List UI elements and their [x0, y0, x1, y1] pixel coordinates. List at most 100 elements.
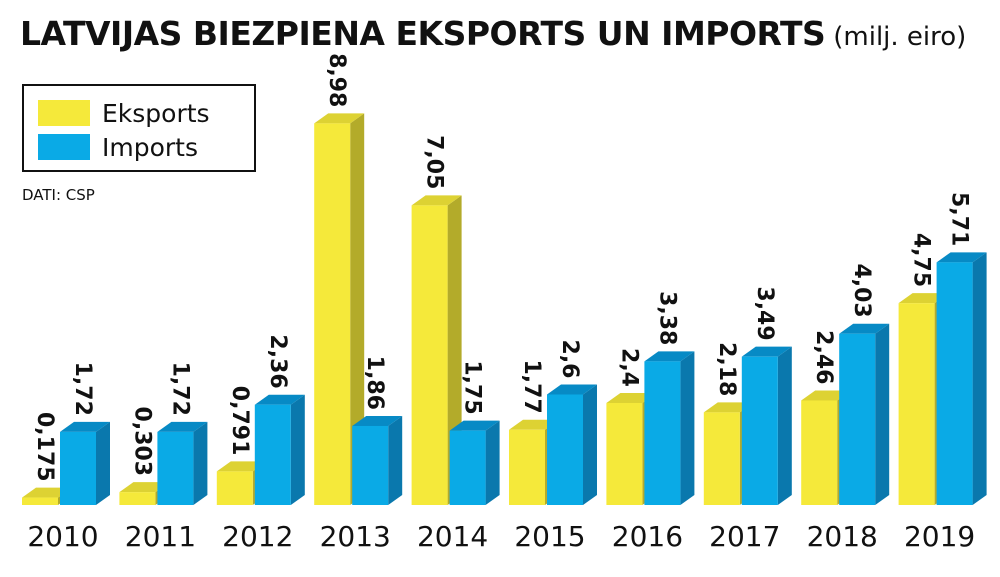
value-label-eksports-2019: 4,75 — [909, 233, 934, 287]
bar-front — [936, 262, 973, 505]
bar-top — [119, 482, 170, 493]
bar-imports-2018 — [839, 323, 890, 505]
value-label-imports-2017: 3,49 — [752, 286, 777, 340]
value-label-eksports-2017: 2,18 — [714, 342, 739, 396]
value-label-imports-2019: 5,71 — [947, 192, 972, 246]
bar-top — [254, 394, 305, 405]
bar-top — [839, 323, 890, 334]
bar-front — [703, 412, 740, 505]
value-label-imports-2012: 2,36 — [265, 334, 290, 388]
bar-top — [509, 419, 559, 430]
bar-imports-2010 — [60, 421, 110, 505]
bar-side — [388, 415, 403, 505]
bar-front — [60, 431, 96, 505]
value-label-eksports-2016: 2,4 — [616, 348, 641, 387]
bar-top — [449, 420, 500, 431]
legend-label-eksports: Eksports — [102, 98, 210, 128]
bar-front — [898, 303, 935, 505]
bar-front — [509, 429, 545, 505]
legend-item-eksports: Eksports — [38, 98, 210, 128]
legend-label-imports: Imports — [102, 132, 198, 162]
x-tick-label-2015: 2015 — [514, 520, 585, 553]
bar-front — [254, 404, 291, 505]
bar-side — [193, 421, 208, 505]
chart-title-block: LATVIJAS BIEZPIENA EKSPORTS UN IMPORTS (m… — [20, 14, 966, 53]
value-label-eksports-2011: 0,303 — [129, 407, 154, 477]
bar-front — [352, 425, 389, 505]
bar-top — [936, 252, 987, 263]
bar-front — [22, 497, 58, 505]
bar-front — [741, 356, 778, 505]
bar-top — [157, 421, 208, 432]
bar-front — [839, 333, 876, 505]
bar-side — [350, 113, 365, 505]
value-label-imports-2011: 1,72 — [167, 362, 192, 416]
bar-imports-2012 — [254, 394, 305, 505]
bar-top — [898, 293, 949, 304]
bar-side — [777, 346, 792, 505]
x-tick-label-2011: 2011 — [125, 520, 196, 553]
x-tick-label-2010: 2010 — [27, 520, 98, 553]
bar-side — [485, 420, 500, 505]
bar-top — [314, 113, 365, 124]
value-label-imports-2010: 1,72 — [70, 362, 95, 416]
bar-front — [606, 403, 643, 505]
bar-side — [972, 252, 987, 505]
x-tick-label-2014: 2014 — [417, 520, 488, 553]
bar-imports-2014 — [449, 420, 500, 505]
bar-top — [703, 402, 754, 413]
bar-imports-2017 — [741, 346, 792, 505]
x-tick-label-2016: 2016 — [612, 520, 683, 553]
x-tick-label-2019: 2019 — [904, 520, 975, 553]
bar-side — [875, 323, 890, 505]
legend-swatch-imports — [38, 134, 90, 160]
value-label-imports-2014: 1,75 — [460, 360, 485, 414]
bar-imports-2011 — [157, 421, 208, 505]
bar-side — [96, 421, 110, 505]
value-label-imports-2018: 4,03 — [849, 263, 874, 317]
bar-imports-2015 — [547, 384, 597, 505]
bar-top — [547, 384, 597, 395]
bar-imports-2013 — [352, 415, 403, 505]
value-label-eksports-2018: 2,46 — [811, 330, 836, 384]
bar-top — [216, 461, 267, 472]
value-label-eksports-2014: 7,05 — [422, 135, 447, 189]
value-label-imports-2013: 1,86 — [362, 356, 387, 410]
value-label-eksports-2013: 8,98 — [324, 53, 349, 107]
bar-eksports-2013 — [314, 113, 365, 505]
bar-eksports-2017 — [703, 402, 754, 505]
bar-top — [801, 390, 852, 401]
bar-imports-2019 — [936, 252, 987, 505]
chart-title: LATVIJAS BIEZPIENA EKSPORTS UN IMPORTS — [20, 14, 826, 53]
bar-side — [680, 351, 695, 505]
bar-side — [290, 394, 305, 505]
bar-front — [411, 205, 448, 505]
bar-top — [22, 487, 72, 498]
legend: Eksports Imports — [22, 84, 256, 172]
source-note: DATI: CSP — [22, 186, 95, 204]
bar-top — [60, 421, 110, 432]
bar-front — [216, 471, 253, 505]
bar-front — [801, 400, 838, 505]
bar-top — [644, 351, 695, 362]
bar-front — [314, 123, 351, 505]
bar-front — [449, 430, 486, 505]
bar-top — [741, 346, 792, 357]
bar-front — [157, 431, 194, 505]
bar-front — [547, 394, 583, 505]
x-tick-label-2018: 2018 — [807, 520, 878, 553]
bar-side — [583, 384, 597, 505]
value-label-eksports-2012: 0,791 — [227, 386, 252, 456]
value-label-imports-2016: 3,38 — [654, 291, 679, 345]
bar-top — [411, 195, 462, 206]
x-tick-label-2013: 2013 — [320, 520, 391, 553]
bar-top — [352, 415, 403, 426]
value-label-imports-2015: 2,6 — [557, 340, 582, 379]
bar-imports-2016 — [644, 351, 695, 505]
chart-subtitle: (milj. eiro) — [833, 22, 967, 52]
value-label-eksports-2010: 0,175 — [32, 412, 57, 482]
x-tick-label-2017: 2017 — [709, 520, 780, 553]
legend-item-imports: Imports — [38, 132, 198, 162]
bar-top — [606, 393, 657, 403]
